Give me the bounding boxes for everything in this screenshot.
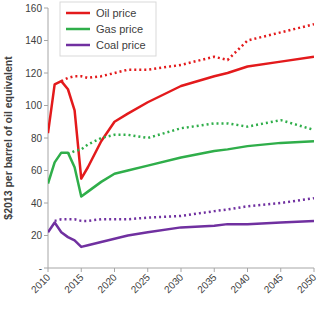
x-tick-label: 2020 (95, 271, 119, 295)
x-tick-label: 2025 (129, 271, 153, 295)
series-line (48, 221, 314, 247)
plot-lines (48, 24, 314, 247)
x-tick (314, 268, 315, 272)
y-tick-label: 80 (31, 133, 43, 144)
y-tick (44, 235, 48, 236)
y-tick (44, 203, 48, 204)
legend-label: Oil price (96, 7, 136, 19)
x-tick-label: 2045 (262, 271, 286, 295)
x-tick-label: 2035 (195, 271, 219, 295)
y-tick-label: 140 (25, 35, 42, 46)
y-tick-label: - (39, 263, 42, 274)
chart: -204060801001201401602010201520202025203… (0, 0, 329, 310)
legend-swatch (66, 28, 90, 31)
y-tick-label: 120 (25, 68, 42, 79)
y-tick-label: 160 (25, 3, 42, 14)
legend-box (60, 2, 156, 56)
legend-swatch (66, 44, 90, 47)
legend-label: Coal price (96, 39, 146, 51)
x-tick (147, 268, 148, 272)
series-line (48, 141, 314, 196)
y-tick-label: 100 (25, 100, 42, 111)
y-tick-label: 40 (31, 198, 43, 209)
x-tick-label: 2050 (295, 271, 319, 295)
y-tick-label: 20 (31, 230, 43, 241)
series-line (55, 198, 314, 221)
x-tick-label: 2040 (228, 271, 252, 295)
x-tick (214, 268, 215, 272)
x-tick (280, 268, 281, 272)
legend-label: Gas price (96, 23, 143, 35)
y-tick (44, 170, 48, 171)
y-tick (44, 73, 48, 74)
x-tick-label: 2010 (29, 271, 53, 295)
y-axis-label: $2013 per barrel of oil equivalent (2, 56, 14, 220)
y-tick-label: 60 (31, 165, 43, 176)
x-tick (181, 268, 182, 272)
y-tick (44, 268, 48, 269)
x-tick (48, 268, 49, 272)
series-line (68, 120, 314, 154)
x-tick-label: 2015 (62, 271, 86, 295)
y-tick (44, 40, 48, 41)
legend-swatch (66, 12, 90, 15)
y-tick (44, 8, 48, 9)
x-tick-label: 2030 (162, 271, 186, 295)
x-tick (81, 268, 82, 272)
y-tick (44, 105, 48, 106)
series-line (48, 57, 314, 179)
y-tick (44, 138, 48, 139)
x-tick (247, 268, 248, 272)
x-tick (114, 268, 115, 272)
legend: Oil price Gas price Coal price (60, 2, 156, 56)
